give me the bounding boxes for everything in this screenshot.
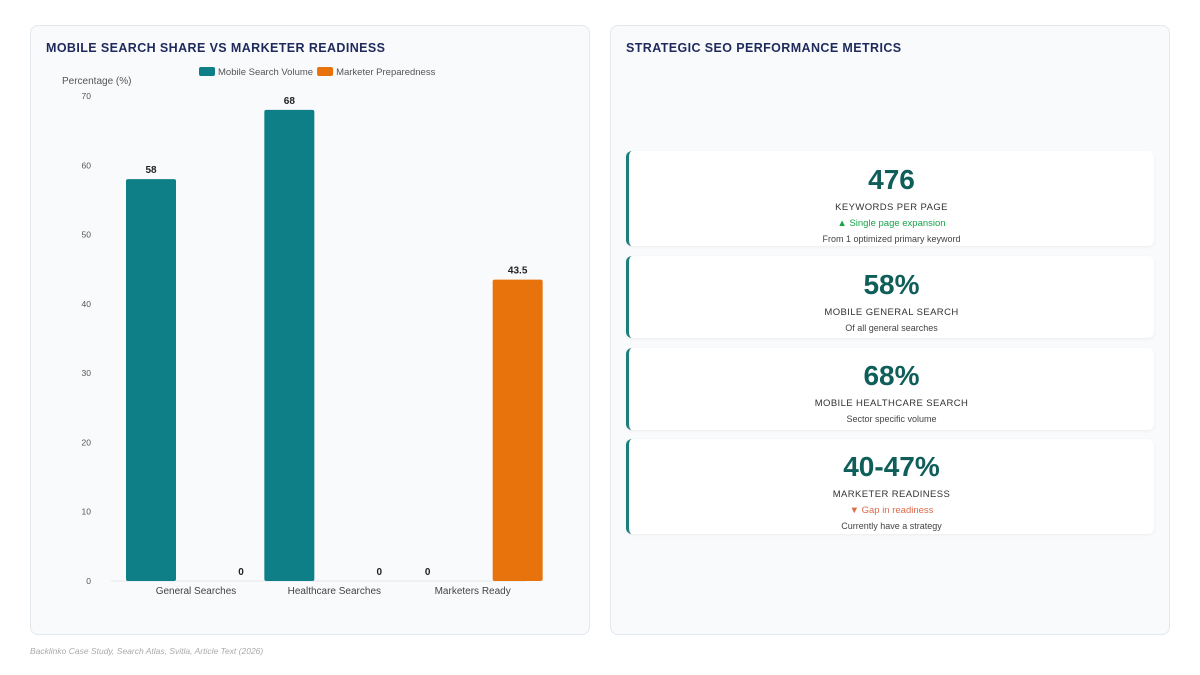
y-tick-label: 20 [82, 437, 92, 447]
metric-trend: ▼ Gap in readiness [849, 505, 934, 516]
metric-card-marketer-readiness: 40-47% MARKETER READINESS ▼ Gap in readi… [626, 439, 1154, 534]
legend-swatch [199, 67, 215, 76]
metric-sub: From 1 optimized primary keyword [822, 234, 961, 244]
metrics-title: STRATEGIC SEO PERFORMANCE METRICS [626, 41, 902, 55]
metric-card-keywords: 476 KEYWORDS PER PAGE ▲ Single page expa… [626, 151, 1154, 246]
metric-card-mobile-general: 58% MOBILE GENERAL SEARCH Of all general… [626, 256, 1154, 338]
data-label: 43.5 [508, 266, 528, 277]
bar [492, 279, 543, 581]
data-label: 58 [145, 165, 157, 176]
bar-chart: Percentage (%)010203040506070580General … [62, 67, 543, 597]
data-label: 0 [238, 567, 244, 578]
y-tick-label: 0 [86, 576, 91, 586]
source-footnote: Backlinko Case Study, Search Atlas, Svit… [30, 646, 264, 656]
y-tick-label: 70 [82, 91, 92, 101]
chart-panel: MOBILE SEARCH SHARE VS MARKETER READINES… [30, 25, 590, 635]
metric-value: 476 [868, 164, 915, 195]
metric-value: 40-47% [843, 451, 940, 482]
data-label: 0 [425, 567, 431, 578]
bar [264, 109, 315, 581]
metric-sub: Of all general searches [845, 323, 938, 333]
metric-label: MOBILE HEALTHCARE SEARCH [814, 398, 969, 409]
y-tick-label: 10 [82, 507, 92, 517]
bar [126, 179, 176, 581]
metric-sub: Currently have a strategy [841, 521, 942, 531]
metric-label: KEYWORDS PER PAGE [835, 202, 948, 213]
metric-sub: Sector specific volume [846, 414, 937, 424]
y-tick-label: 60 [82, 160, 92, 170]
metric-trend: ▲ Single page expansion [837, 218, 946, 229]
metric-label: MARKETER READINESS [832, 489, 951, 500]
metrics-panel: STRATEGIC SEO PERFORMANCE METRICS 476 KE… [610, 25, 1170, 635]
data-label: 0 [377, 567, 383, 578]
y-tick-label: 50 [82, 230, 92, 240]
x-tick-label: Healthcare Searches [288, 586, 381, 597]
metric-value: 68% [863, 360, 920, 391]
metric-card-mobile-healthcare: 68% MOBILE HEALTHCARE SEARCH Sector spec… [626, 348, 1154, 430]
legend-swatch [317, 67, 334, 76]
y-tick-label: 30 [82, 368, 92, 378]
y-tick-label: 40 [82, 299, 92, 309]
data-label: 68 [284, 96, 296, 107]
metric-label: MOBILE GENERAL SEARCH [824, 307, 959, 318]
chart-title: MOBILE SEARCH SHARE VS MARKETER READINES… [46, 41, 386, 55]
legend-label: Mobile Search Volume [218, 67, 313, 78]
legend-label: Marketer Preparedness [336, 67, 436, 78]
x-tick-label: Marketers Ready [435, 586, 511, 597]
metric-value: 58% [863, 269, 920, 300]
y-axis-label: Percentage (%) [62, 76, 131, 87]
x-tick-label: General Searches [156, 586, 237, 597]
